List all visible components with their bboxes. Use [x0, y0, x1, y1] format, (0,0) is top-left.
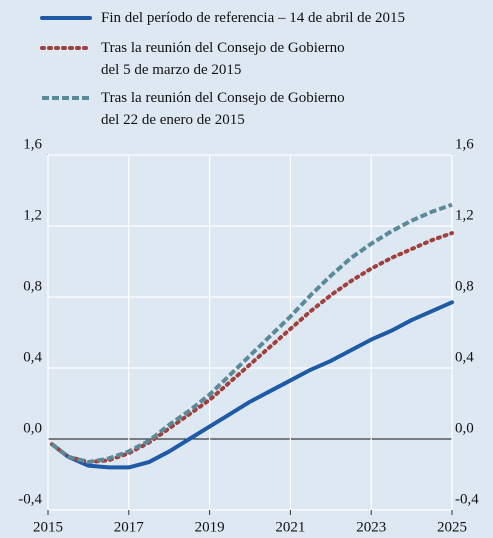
y-tick-label: 0,0 [23, 420, 42, 436]
y2-tick-label: -0,4 [455, 491, 479, 507]
y2-tick-label: 0,0 [455, 420, 474, 436]
series-line [50, 202, 453, 465]
legend-label: Tras la reunión del Consejo de Gobierno … [101, 40, 345, 78]
series-line [50, 300, 454, 470]
x-tick-label: 2023 [356, 519, 386, 535]
y2-tick-label: 0,8 [455, 278, 474, 294]
y2-tick-label: 0,4 [455, 349, 474, 365]
y-tick-label: 0,8 [23, 278, 42, 294]
x-tick-label: 2017 [114, 519, 145, 535]
y-tick-label: -0,4 [18, 491, 42, 507]
y2-tick-label: 1,2 [455, 207, 474, 223]
x-tick-label: 2015 [33, 519, 63, 535]
x-tick-label: 2021 [275, 519, 305, 535]
x-tick-label: 2019 [195, 519, 225, 535]
legend-label: Fin del período de referencia – 14 de ab… [101, 10, 406, 26]
y-tick-label: 1,2 [23, 207, 42, 223]
y2-tick-label: 1,6 [455, 136, 474, 152]
x-tick-label: 2025 [437, 519, 467, 535]
legend-label: Tras la reunión del Consejo de Gobierno … [101, 90, 345, 128]
y-tick-label: 1,6 [23, 136, 42, 152]
y-tick-label: 0,4 [23, 349, 42, 365]
series-line [50, 231, 454, 465]
